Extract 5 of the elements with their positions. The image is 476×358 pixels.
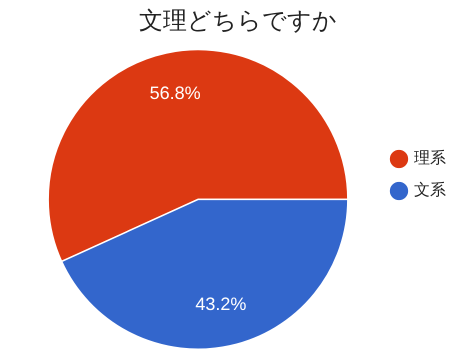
legend-label: 文系 [414,180,446,200]
legend-label: 理系 [414,148,446,168]
data-label: 56.8% [150,82,201,103]
data-label: 43.2% [195,294,246,314]
chart-title: 文理どちらですか [139,6,337,35]
